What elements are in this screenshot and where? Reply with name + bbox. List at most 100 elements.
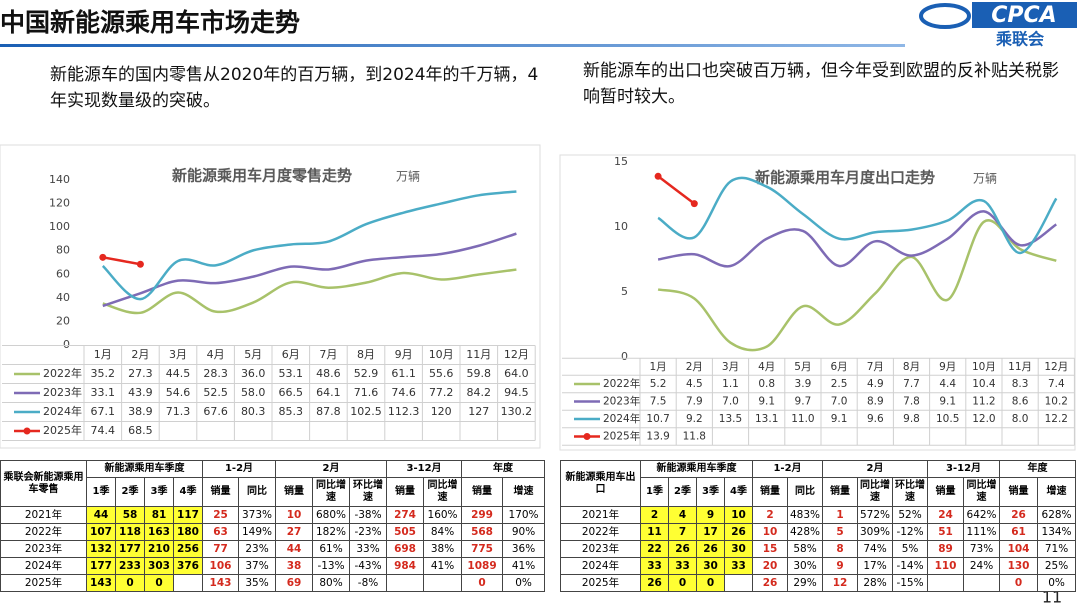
- data-table-value: 8.9: [867, 396, 884, 408]
- table-cell: 303: [144, 557, 174, 575]
- data-table-value: 7.8: [903, 396, 920, 408]
- table-cell: 22: [640, 540, 669, 558]
- table-cell: 30%: [786, 557, 824, 575]
- data-table-value: 13.5: [719, 413, 742, 425]
- table-cell: 143: [202, 574, 239, 592]
- series-line: [102, 232, 517, 308]
- x-tick-label: 2月: [131, 348, 149, 361]
- table-cell: 2: [640, 506, 669, 524]
- y-tick-label: 80: [56, 244, 70, 257]
- table-cell: 89: [927, 540, 965, 558]
- x-tick-label: 11月: [1008, 361, 1032, 373]
- table-cell: 61: [999, 523, 1039, 541]
- table-cell: 0: [461, 574, 504, 592]
- table-cell: 182%: [312, 523, 351, 541]
- table-cell: -14%: [892, 557, 929, 575]
- group-header: 3-12月: [386, 460, 463, 478]
- row-label: 2024年: [0, 557, 87, 575]
- group-header: 1-2月: [751, 460, 824, 478]
- column-header: 环比增速: [892, 477, 929, 507]
- data-row: 2024年 33 33 30 33 20 30% 9 17% -14% 110 24% 130 25%: [560, 557, 1077, 575]
- series-line: [102, 268, 517, 315]
- table-cell: 38%: [423, 540, 463, 558]
- table-cell: 26: [668, 540, 697, 558]
- table-cell: [927, 574, 965, 592]
- chart-unit: 万辆: [973, 172, 997, 186]
- column-header: 1季: [640, 477, 669, 507]
- table-cell: 27: [275, 523, 314, 541]
- table-cell: 33: [668, 557, 697, 575]
- table-cell: 69: [275, 574, 314, 592]
- legend-label: 2022年: [603, 377, 640, 390]
- table-cell: 5: [822, 523, 859, 541]
- data-table-value: 36.0: [241, 367, 266, 380]
- column-header: 增速: [502, 477, 546, 507]
- data-table-value: 10.2: [1045, 396, 1068, 408]
- data-table-value: 7.4: [1048, 378, 1065, 390]
- data-table-value: 43.9: [128, 386, 153, 399]
- table-cell: 0%: [502, 574, 546, 592]
- table-cell: [386, 574, 425, 592]
- data-table-value: 44.5: [166, 367, 191, 380]
- data-table-value: 7.5: [650, 396, 667, 408]
- table-cell: 58: [115, 506, 145, 524]
- table-cell: 132: [86, 540, 116, 558]
- table-cell: 642%: [963, 506, 1001, 524]
- table-cell: -15%: [892, 574, 929, 592]
- table-cell: 71%: [1037, 540, 1077, 558]
- y-tick-label: 0: [621, 350, 628, 363]
- series-line: [657, 176, 1058, 255]
- group-header: 新能源乘用车季度: [640, 460, 753, 478]
- table-cell: 15: [752, 540, 788, 558]
- table-cell: 77: [202, 540, 239, 558]
- table-cell: 7: [668, 523, 697, 541]
- column-header: 同比: [237, 477, 277, 507]
- column-header: 同比增速: [312, 477, 351, 507]
- table-cell: 177: [115, 540, 145, 558]
- table-cell: 51: [927, 523, 965, 541]
- data-table-value: 11.8: [683, 431, 706, 443]
- data-row: 2021年 44 58 81 117 25 373% 10 680% -38% 274 160% 299…: [0, 506, 546, 524]
- table-cell: 1: [822, 506, 859, 524]
- column-header: 销量: [386, 477, 425, 507]
- data-table-value: 35.2: [91, 367, 116, 380]
- row-label: 2025年: [0, 574, 87, 592]
- data-table-value: 48.6: [316, 367, 341, 380]
- series-line: [657, 219, 1057, 352]
- header-row: 1季 2季 3季 4季 销量 同比 销量 同比增速 环比增速 销量 同比增速 销量 增速: [1, 477, 546, 507]
- group-header: 年度: [461, 460, 546, 478]
- legend-marker: [583, 433, 591, 440]
- table-cell: 41%: [502, 557, 546, 575]
- table-cell: 74%: [857, 540, 894, 558]
- header-row: 新能源乘用车出口 新能源乘用车季度 1-2月 2月 3-12月 年度: [560, 460, 1077, 507]
- column-header: 销量: [461, 477, 504, 507]
- table-cell: [173, 574, 203, 592]
- group-header: 2月: [275, 460, 388, 478]
- table-cell: 29%: [786, 574, 824, 592]
- table-cell: 17: [696, 523, 725, 541]
- logo-swoosh: [919, 3, 971, 29]
- table-cell: 149%: [237, 523, 277, 541]
- x-tick-label: 6月: [831, 361, 848, 373]
- x-tick-label: 10月: [429, 348, 454, 361]
- table-cell: 10: [752, 523, 788, 541]
- table-cell: 984: [386, 557, 425, 575]
- table-cell: -43%: [349, 557, 388, 575]
- table-cell: 20: [752, 557, 788, 575]
- column-header: 2季: [115, 477, 145, 507]
- group-header: 新能源乘用车季度: [86, 460, 203, 478]
- data-table-value: 4.9: [867, 378, 884, 390]
- table-cell: 26: [696, 540, 725, 558]
- data-table-value: 7.0: [831, 396, 848, 408]
- table-cell: 10: [724, 506, 753, 524]
- table-cell: 80%: [312, 574, 351, 592]
- x-tick-label: 3月: [722, 361, 739, 373]
- table-cell: 118: [115, 523, 145, 541]
- table-cell: 210: [144, 540, 174, 558]
- data-table-value: 11.0: [791, 413, 814, 425]
- table-cell: 0: [668, 574, 697, 592]
- data-table-value: 7.7: [903, 378, 920, 390]
- x-tick-label: 1月: [94, 348, 112, 361]
- corner-header: 新能源乘用车出口: [560, 460, 641, 507]
- table-cell: -23%: [349, 523, 388, 541]
